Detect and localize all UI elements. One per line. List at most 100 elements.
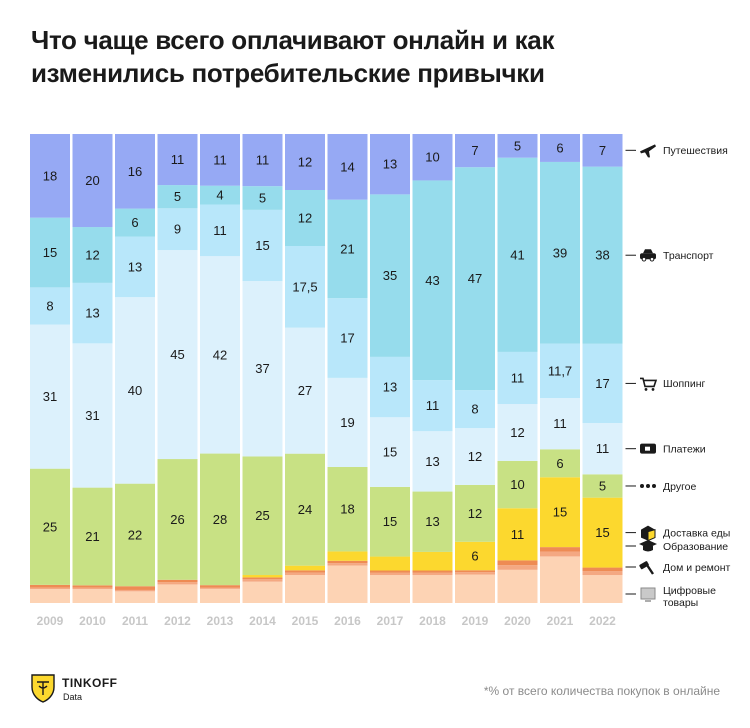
bar-segment-payments-2017 [370, 417, 410, 487]
bar-segment-shopping-2022 [582, 343, 623, 424]
data-label-other-2019: 12 [468, 506, 482, 521]
bar-segment-home-2014 [242, 579, 283, 582]
data-label-other-2021: 6 [556, 456, 563, 471]
bar-segment-payments-2012 [157, 250, 198, 460]
bar-segment-shopping-2021 [540, 343, 580, 399]
bar-segment-payments-2010 [72, 343, 113, 488]
bar-segment-other-2009 [30, 468, 70, 585]
data-label-other-2016: 18 [340, 502, 354, 517]
bar-segment-home-2010 [72, 587, 113, 590]
bar-segment-food-2022 [582, 497, 623, 568]
bar-segment-transport-2011 [115, 208, 155, 237]
bar-segment-shopping-2018 [412, 380, 453, 432]
bar-segment-shopping-2020 [497, 351, 538, 405]
bar-segment-digital-2014 [242, 581, 283, 603]
legend-label-shopping: Шоппинг [663, 378, 705, 390]
bar-segment-digital-2022 [582, 575, 623, 603]
bar-segment-travel-2019 [455, 134, 495, 168]
bar-segment-education-2021 [540, 547, 580, 552]
data-label-transport-2010: 12 [85, 247, 99, 262]
bar-segment-education-2022 [582, 567, 623, 572]
hammer-icon [639, 561, 654, 575]
card-icon [640, 443, 656, 454]
bar-segment-shopping-2012 [157, 208, 198, 251]
data-label-shopping-2010: 13 [85, 306, 99, 321]
data-label-transport-2017: 35 [383, 268, 397, 283]
data-label-payments-2020: 12 [510, 425, 524, 440]
data-label-shopping-2013: 11 [213, 223, 227, 238]
data-label-shopping-2012: 9 [174, 222, 181, 237]
bar-segment-other-2019 [455, 484, 495, 542]
bar-segment-other-2022 [582, 474, 623, 498]
data-label-other-2020: 10 [510, 477, 524, 492]
bar-segment-payments-2019 [455, 428, 495, 485]
footnote: *% от всего количества покупок в онлайне [483, 684, 720, 698]
x-tick-label-2009: 2009 [37, 614, 64, 628]
data-label-travel-2019: 7 [471, 143, 478, 158]
tinkoff-emblem-icon [31, 674, 55, 703]
bar-segment-food-2017 [370, 556, 410, 571]
bar-segment-education-2015 [285, 570, 325, 573]
bar-segment-payments-2020 [497, 404, 538, 461]
data-label-other-2011: 22 [128, 527, 142, 542]
data-label-travel-2016: 14 [340, 159, 354, 174]
bar-segment-transport-2012 [157, 185, 198, 209]
x-tick-label-2022: 2022 [589, 614, 616, 628]
data-label-transport-2021: 39 [553, 245, 567, 260]
bar-segment-payments-2013 [200, 256, 240, 454]
logo-brand: TINKOFF [62, 676, 118, 690]
data-label-travel-2010: 20 [85, 173, 99, 188]
bar-segment-digital-2018 [412, 575, 453, 603]
bar-segment-transport-2013 [200, 185, 240, 205]
bar-segment-travel-2013 [200, 134, 240, 186]
bar-segment-digital-2019 [455, 574, 495, 603]
data-label-other-2009: 25 [43, 519, 57, 534]
bar-segment-payments-2009 [30, 324, 70, 469]
x-tick-label-2019: 2019 [462, 614, 489, 628]
x-tick-label-2018: 2018 [419, 614, 446, 628]
bar-segment-digital-2009 [30, 589, 70, 603]
bars-layer [30, 134, 623, 603]
data-label-shopping-2020: 11 [511, 370, 525, 385]
data-label-transport-2014: 5 [259, 191, 266, 206]
bar-segment-other-2016 [327, 466, 368, 552]
x-tick-label-2013: 2013 [207, 614, 234, 628]
x-tick-label-2015: 2015 [292, 614, 319, 628]
bar-segment-home-2019 [455, 572, 495, 575]
data-label-shopping-2019: 8 [471, 402, 478, 417]
x-tick-label-2012: 2012 [164, 614, 191, 628]
data-label-other-2013: 28 [213, 512, 227, 527]
bar-segment-home-2017 [370, 572, 410, 576]
data-label-payments-2016: 19 [340, 415, 354, 430]
data-label-travel-2014: 11 [256, 153, 270, 168]
bar-segment-home-2013 [200, 587, 240, 589]
bar-segment-home-2012 [157, 582, 198, 585]
bar-segment-other-2010 [72, 487, 113, 586]
data-label-transport-2009: 15 [43, 245, 57, 260]
data-label-shopping-2021: 11,7 [548, 363, 572, 378]
bar-segment-transport-2014 [242, 186, 283, 210]
data-label-payments-2011: 40 [128, 383, 142, 398]
data-label-payments-2021: 11 [553, 416, 567, 431]
bar-segment-home-2021 [540, 551, 580, 557]
data-label-other-2018: 13 [425, 514, 439, 529]
dots-icon [640, 483, 656, 488]
bar-segment-digital-2021 [540, 556, 580, 603]
x-tick-label-2014: 2014 [249, 614, 276, 628]
bar-segment-food-2018 [412, 551, 453, 571]
bar-segment-home-2009 [30, 587, 70, 590]
cart-icon [640, 377, 658, 391]
tinkoff-data-logo: TINKOFF Data [30, 672, 140, 712]
data-label-payments-2017: 15 [383, 445, 397, 460]
data-label-travel-2015: 12 [298, 155, 312, 170]
bar-segment-digital-2017 [370, 575, 410, 603]
food-box-icon [641, 525, 656, 542]
data-label-travel-2013: 11 [213, 152, 227, 167]
bar-segment-education-2018 [412, 570, 453, 573]
bar-segment-shopping-2013 [200, 204, 240, 257]
bar-segment-travel-2011 [115, 134, 155, 209]
data-label-travel-2021: 6 [556, 140, 563, 155]
bar-segment-education-2019 [455, 570, 495, 573]
data-label-transport-2019: 47 [468, 271, 482, 286]
